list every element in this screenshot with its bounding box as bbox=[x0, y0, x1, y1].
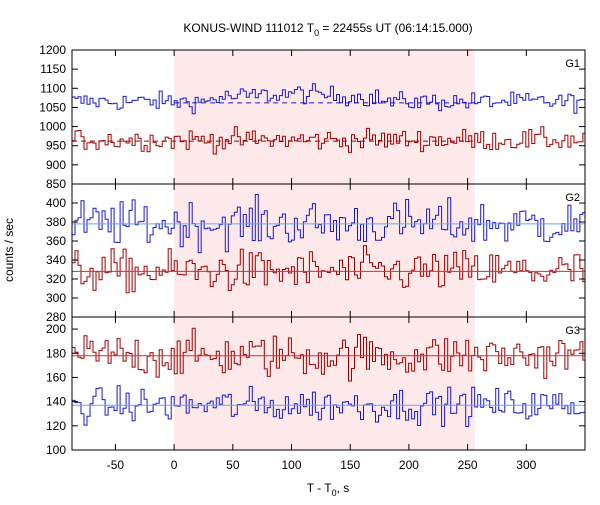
panel-label-g2: G2 bbox=[565, 192, 580, 204]
x-tick-label: 150 bbox=[340, 458, 360, 472]
chart-title: KONUS-WIND 111012 T0 = 22455s UT (06:14:… bbox=[183, 21, 472, 38]
y-tick-label: 1150 bbox=[40, 62, 66, 76]
y-tick-label: 360 bbox=[46, 234, 66, 248]
x-tick-label: 200 bbox=[399, 458, 419, 472]
panel-label-g1: G1 bbox=[565, 58, 580, 70]
y-tick-label: 380 bbox=[46, 215, 66, 229]
y-tick-label: 160 bbox=[46, 370, 66, 384]
y-tick-label: 1200 bbox=[39, 43, 66, 57]
series-red-g1 bbox=[72, 126, 585, 155]
x-axis-label: T - T0, s bbox=[307, 481, 350, 498]
highlight-interval bbox=[174, 50, 475, 450]
x-tick-label: -50 bbox=[107, 458, 125, 472]
y-tick-label: 300 bbox=[46, 291, 66, 305]
panel-g3: 100 120 140 160 180 200 G3 bbox=[46, 316, 586, 457]
y-tick-label: 140 bbox=[46, 395, 66, 409]
panel-frame bbox=[71, 316, 586, 451]
series-blue-g3 bbox=[72, 385, 585, 427]
y-tick-label: 1050 bbox=[39, 100, 66, 114]
y-tick-label: 320 bbox=[46, 272, 66, 286]
x-tick-label: 300 bbox=[516, 458, 536, 472]
y-tick-label: 850 bbox=[46, 177, 66, 191]
y-tick-label: 1000 bbox=[39, 120, 66, 134]
series-red-g3 bbox=[72, 327, 585, 382]
y-tick-label: 200 bbox=[46, 322, 66, 336]
x-tick-label: 50 bbox=[226, 458, 240, 472]
y-tick-label: 120 bbox=[46, 419, 66, 433]
y-tick-label: 1100 bbox=[40, 81, 66, 95]
y-tick-label: 280 bbox=[46, 310, 66, 324]
y-tick-label: 900 bbox=[46, 158, 66, 172]
x-tick-label: 0 bbox=[171, 458, 178, 472]
y-tick-label: 180 bbox=[46, 346, 66, 360]
x-tick-label: 250 bbox=[458, 458, 478, 472]
y-tick-label: 100 bbox=[46, 443, 66, 457]
series-blue-g1 bbox=[72, 83, 585, 115]
y-tick-label: 950 bbox=[46, 139, 66, 153]
series-red-g2 bbox=[72, 245, 585, 294]
y-axis-label: counts / sec bbox=[2, 218, 16, 282]
y-tick-label: 340 bbox=[46, 253, 66, 267]
x-tick-label: 100 bbox=[282, 458, 302, 472]
y-tick-label: 400 bbox=[46, 196, 66, 210]
panel-g1: 850 900 950 1000 1050 1100 1150 1200 G1 bbox=[39, 43, 586, 191]
panel-label-g3: G3 bbox=[565, 325, 580, 337]
